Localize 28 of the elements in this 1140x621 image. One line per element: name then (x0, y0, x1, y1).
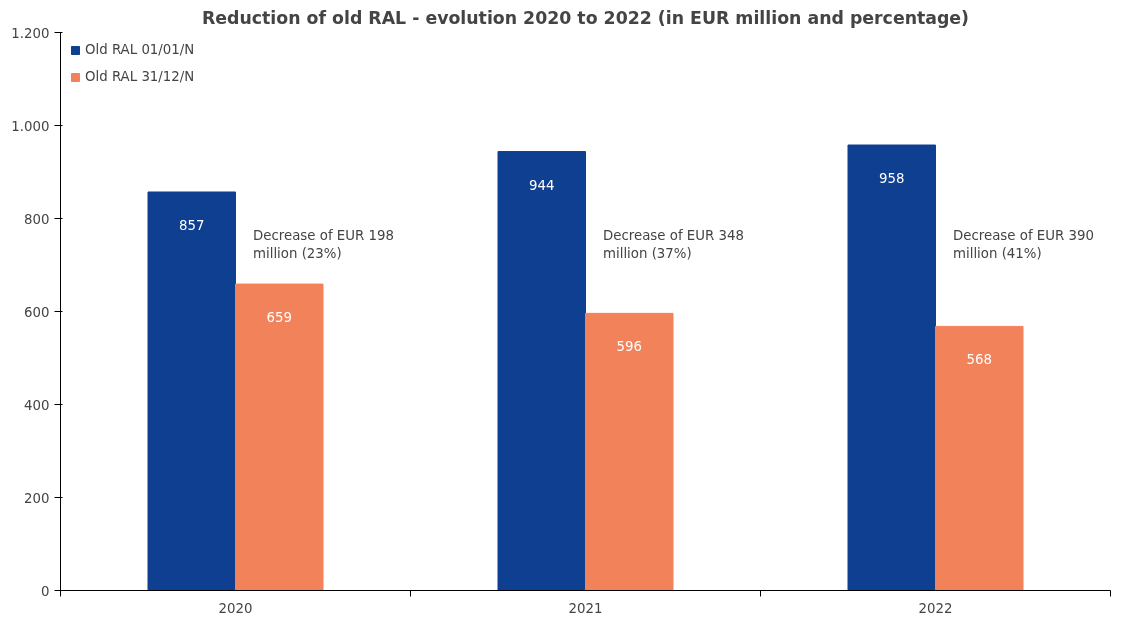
data-label: 958 (879, 171, 905, 187)
x-tick-label: 2022 (918, 600, 953, 616)
bar (235, 283, 324, 591)
y-tick-label: 1.200 (11, 25, 50, 41)
bar (585, 312, 674, 591)
legend-label: Old RAL 31/12/N (85, 69, 195, 84)
annotation: Decrease of EUR 390 million (41%) (953, 227, 1094, 261)
data-label: 944 (529, 177, 555, 193)
y-tick-label: 400 (24, 397, 50, 413)
annotation: Decrease of EUR 348 million (37%) (603, 227, 744, 261)
x-tick-label: 2020 (218, 600, 253, 616)
y-tick-label: 1.000 (11, 118, 50, 134)
bar (497, 151, 586, 591)
data-label: 857 (179, 217, 205, 233)
data-label: 568 (966, 352, 992, 368)
bar (935, 325, 1024, 591)
y-tick-label: 600 (24, 304, 50, 320)
data-label: 659 (266, 310, 292, 326)
bar (147, 191, 236, 591)
bar (847, 144, 936, 591)
x-tick-label: 2021 (568, 600, 603, 616)
y-tick-label: 800 (24, 211, 50, 227)
data-label: 596 (616, 339, 642, 355)
legend-label: Old RAL 01/01/N (85, 42, 195, 57)
y-tick-label: 0 (41, 583, 50, 599)
y-tick-label: 200 (24, 490, 50, 506)
chart-title: Reduction of old RAL - evolution 2020 to 2022 (in EUR million and percentage) (201, 7, 970, 28)
annotation: Decrease of EUR 198 million (23%) (253, 227, 394, 261)
